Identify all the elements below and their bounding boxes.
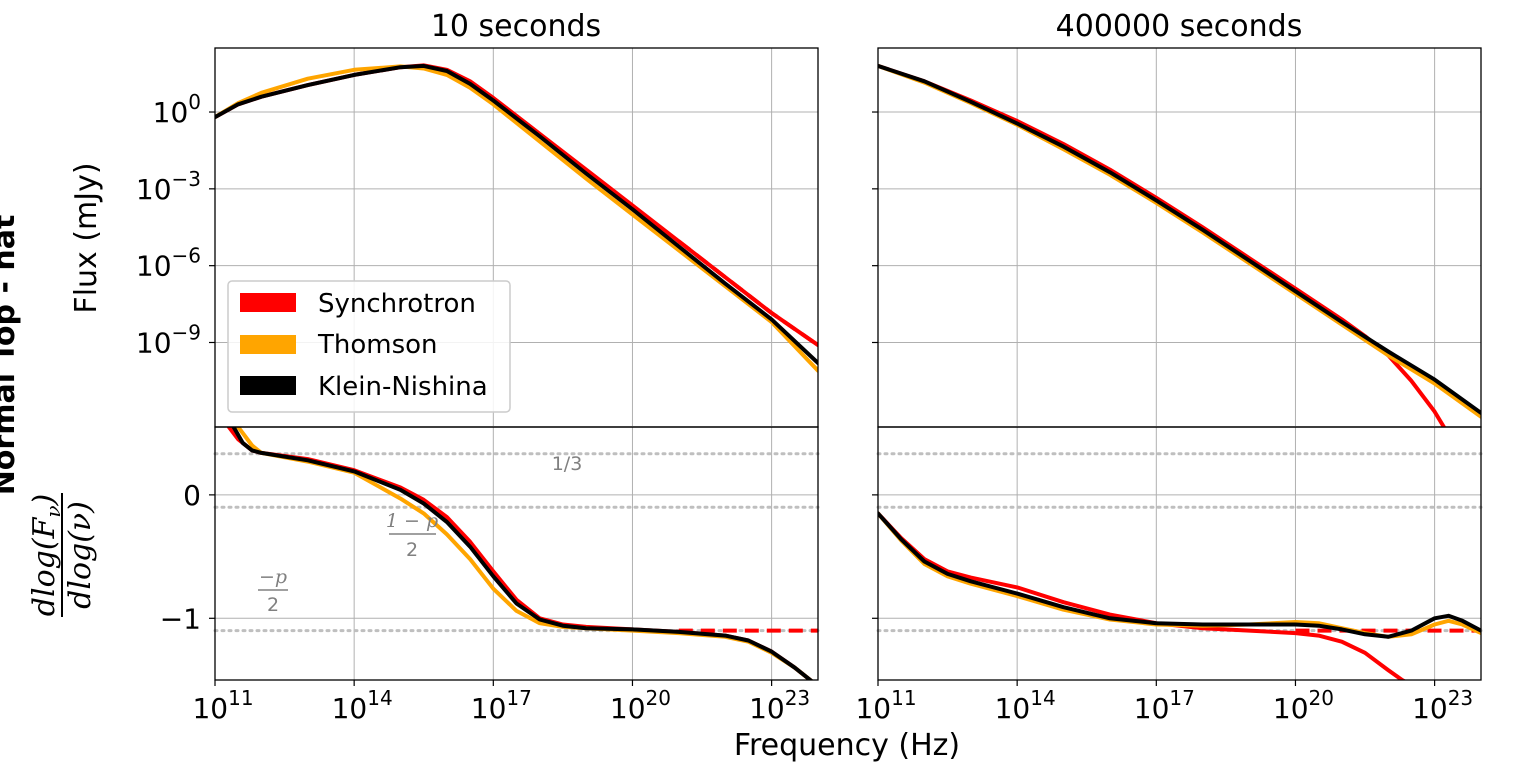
panel-frame: [877, 47, 1482, 428]
x-tick-label-10^23: 1023: [749, 686, 810, 725]
series-group: [878, 63, 1481, 427]
legend-label-synchrotron: Synchrotron: [318, 289, 476, 319]
slope-ylabel-nu: ν: [41, 505, 65, 517]
x-tick-label-10^11: 1011: [855, 686, 916, 725]
annotation-minus-p-den: 2: [267, 594, 279, 616]
series-line-synchrotron-extrapolation: [677, 239, 818, 347]
series-line-klein-nishina: [215, 63, 818, 365]
legend-label-klein-nishina: Klein-Nishina: [318, 372, 488, 402]
legend: Synchrotron Thomson Klein-Nishina: [227, 280, 511, 413]
panel-title-10-seconds: 10 seconds: [431, 9, 601, 44]
panel-frame: [214, 426, 819, 681]
x-tick-label-10^23: 1023: [1412, 686, 1473, 725]
annotation-minus-p-num: −p: [259, 566, 287, 588]
annotation-one-minus-p-den: 2: [406, 539, 418, 561]
x-tick-label-10^17: 1017: [471, 686, 532, 725]
series-line-synchrotron: [878, 63, 1446, 427]
y-tick-label-2: 10−6: [136, 244, 201, 283]
y-tick-label-0: 0: [183, 479, 201, 512]
series-line-klein-nishina: [878, 63, 1481, 415]
slope-ylabel-denominator: dlog(ν): [63, 501, 98, 609]
y-tick-label-0: 100: [153, 90, 201, 129]
y-tick-label-3: 10−9: [136, 320, 201, 359]
y-tick-label-1: −1: [160, 602, 201, 635]
panel-3-slope: 1011 1014 1017 1020 1023: [855, 426, 1483, 725]
x-tick-label-10^14: 1014: [995, 686, 1056, 725]
series-line-klein-nishina: [878, 511, 1481, 639]
panel-frame: [214, 47, 819, 428]
legend-swatch-thomson: [240, 335, 296, 354]
series-line-thomson: [215, 64, 818, 373]
legend-swatch-synchrotron: [240, 293, 296, 312]
panel-0-flux: 100 10−3 10−6 10−9: [136, 47, 819, 428]
slope-ylabel-close: ): [27, 494, 62, 507]
x-tick-label-10^20: 1020: [1273, 686, 1334, 725]
series-line-synchrotron: [878, 511, 1407, 680]
x-tick-label-10^20: 1020: [610, 686, 671, 725]
series-line-thomson: [878, 63, 1481, 419]
legend-swatch-klein-nishina: [240, 376, 296, 395]
clipped-figure-label: Normal Top - hat: [0, 215, 22, 496]
series-group: [215, 63, 818, 373]
annotation-minus-p-over-2: −p 2: [258, 566, 288, 616]
annotation-one-minus-p-num: 1 − p: [386, 510, 438, 532]
svg-text:dlog(Fν): dlog(Fν): [27, 494, 65, 616]
panel-title-400000-seconds: 400000 seconds: [1056, 9, 1303, 44]
panel-frame: [877, 426, 1482, 681]
x-tick-label-10^14: 1014: [332, 686, 393, 725]
flux-ylabel: Flux (mJy): [69, 162, 104, 313]
x-tick-label-10^17: 1017: [1134, 686, 1195, 725]
series-line-klein-nishina: [231, 427, 814, 680]
panel-2-slope: 0 −1 1011 1014 1017 1020 1023: [160, 426, 820, 725]
x-axis-label: Frequency (Hz): [734, 728, 960, 763]
series-group: [878, 511, 1481, 680]
annotation-one-minus-p-over-2: 1 − p 2: [386, 510, 438, 561]
legend-label-thomson: Thomson: [317, 330, 438, 360]
series-group: [226, 427, 818, 680]
slope-ylabel-numerator: dlog(F: [27, 516, 62, 616]
annotation-one-third: 1/3: [552, 453, 583, 475]
slope-ylabel: dlog(Fν) dlog(ν): [27, 493, 98, 617]
legend-frame: [227, 280, 511, 413]
y-tick-label-1: 10−3: [136, 167, 201, 206]
panel-1-flux: [872, 47, 1482, 428]
x-tick-label-10^11: 1011: [192, 686, 253, 725]
